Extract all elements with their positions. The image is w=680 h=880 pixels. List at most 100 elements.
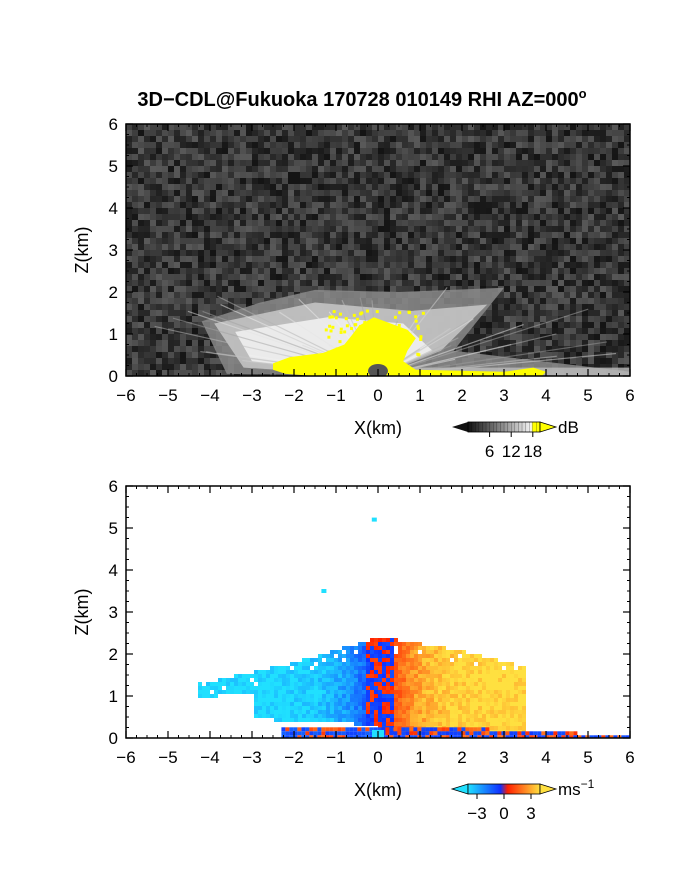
noise-cell xyxy=(396,190,402,196)
noise-cell xyxy=(486,250,492,256)
noise-cell xyxy=(534,166,540,172)
noise-cell xyxy=(180,202,186,208)
velocity-cell xyxy=(458,666,462,670)
noise-cell xyxy=(396,226,402,232)
noise-cell xyxy=(240,136,246,142)
velocity-cell xyxy=(458,670,462,674)
noise-cell xyxy=(528,172,534,178)
noise-cell xyxy=(618,268,624,274)
noise-cell xyxy=(198,220,204,226)
noise-cell xyxy=(264,220,270,226)
velocity-cell xyxy=(286,682,290,686)
noise-cell xyxy=(150,202,156,208)
velocity-cell xyxy=(362,650,366,654)
velocity-cell xyxy=(402,710,406,714)
noise-cell xyxy=(402,202,408,208)
velocity-cell xyxy=(330,690,334,694)
noise-cell xyxy=(264,208,270,214)
noise-cell xyxy=(528,328,534,334)
velocity-cell xyxy=(278,682,282,686)
noise-cell xyxy=(540,160,546,166)
velocity-cell xyxy=(462,674,466,678)
noise-cell xyxy=(588,214,594,220)
noise-cell xyxy=(378,220,384,226)
noise-cell xyxy=(588,154,594,160)
noise-cell xyxy=(552,316,558,322)
velocity-cell xyxy=(306,714,310,718)
noise-cell xyxy=(360,124,366,130)
noise-cell xyxy=(426,220,432,226)
noise-cell xyxy=(600,184,606,190)
velocity-cell xyxy=(398,710,402,714)
noise-cell xyxy=(588,136,594,142)
noise-cell xyxy=(282,226,288,232)
velocity-cell xyxy=(430,650,434,654)
velocity-cell xyxy=(422,682,426,686)
noise-cell xyxy=(426,142,432,148)
noise-cell xyxy=(456,226,462,232)
noise-cell xyxy=(438,160,444,166)
velocity-cell xyxy=(286,698,290,702)
noise-cell xyxy=(606,220,612,226)
velocity-cell xyxy=(266,698,270,702)
noise-cell xyxy=(540,208,546,214)
noise-cell xyxy=(552,208,558,214)
noise-cell xyxy=(216,148,222,154)
noise-cell xyxy=(144,316,150,322)
noise-cell xyxy=(462,142,468,148)
noise-cell xyxy=(534,226,540,232)
colorbar-right-arrow xyxy=(539,421,558,433)
velocity-cell xyxy=(506,706,510,710)
noise-cell xyxy=(468,196,474,202)
velocity-cell xyxy=(486,706,490,710)
noise-cell xyxy=(546,298,552,304)
noise-cell xyxy=(192,178,198,184)
velocity-cell xyxy=(246,682,250,686)
velocity-cell xyxy=(338,702,342,706)
velocity-cell xyxy=(406,710,410,714)
noise-cell xyxy=(252,298,258,304)
velocity-cell xyxy=(326,714,330,718)
velocity-cell xyxy=(350,682,354,686)
velocity-cell xyxy=(306,694,310,698)
noise-cell xyxy=(558,352,564,358)
noise-cell xyxy=(528,226,534,232)
noise-cell xyxy=(618,196,624,202)
velocity-cell xyxy=(330,674,334,678)
velocity-cell xyxy=(414,662,418,666)
noise-cell xyxy=(132,304,138,310)
noise-cell xyxy=(276,160,282,166)
noise-cell xyxy=(324,244,330,250)
noise-cell xyxy=(588,160,594,166)
noise-cell xyxy=(612,190,618,196)
noise-cell xyxy=(186,250,192,256)
noise-cell xyxy=(426,172,432,178)
velocity-cell xyxy=(438,654,442,658)
noise-cell xyxy=(498,280,504,286)
noise-cell xyxy=(156,328,162,334)
velocity-cell xyxy=(518,678,522,682)
velocity-cell xyxy=(318,662,322,666)
velocity-cell xyxy=(354,646,358,650)
velocity-cell xyxy=(490,694,494,698)
velocity-cell xyxy=(474,654,478,658)
noise-cell xyxy=(354,190,360,196)
noise-cell xyxy=(594,268,600,274)
noise-cell xyxy=(132,244,138,250)
noise-cell xyxy=(330,190,336,196)
noise-cell xyxy=(138,178,144,184)
noise-cell xyxy=(264,196,270,202)
velocity-cell xyxy=(478,686,482,690)
noise-cell xyxy=(498,262,504,268)
noise-cell xyxy=(180,124,186,130)
velocity-cell xyxy=(478,710,482,714)
velocity-cell xyxy=(338,654,342,658)
noise-cell xyxy=(150,208,156,214)
velocity-cell xyxy=(438,666,442,670)
noise-cell xyxy=(216,280,222,286)
noise-cell xyxy=(570,274,576,280)
noise-cell xyxy=(318,202,324,208)
noise-cell xyxy=(618,160,624,166)
noise-cell xyxy=(534,298,540,304)
yellow-speck xyxy=(397,328,401,332)
